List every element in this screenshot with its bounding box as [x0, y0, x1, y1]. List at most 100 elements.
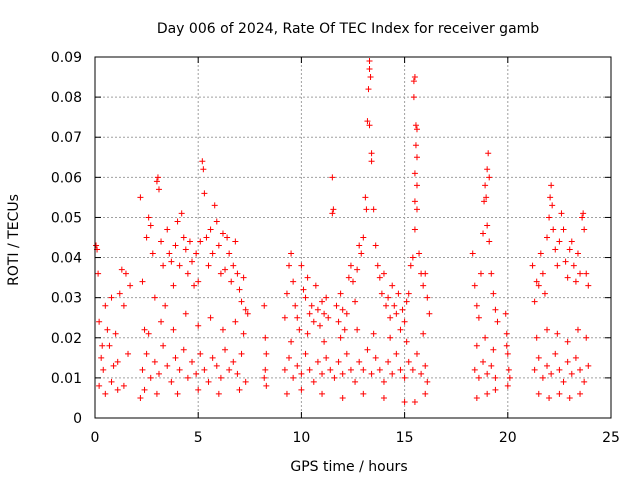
y-tick-label: 0.02	[51, 331, 82, 347]
data-point	[170, 326, 177, 333]
data-point	[333, 302, 340, 309]
data-point	[570, 262, 577, 269]
data-point	[387, 314, 394, 321]
data-point	[339, 394, 346, 401]
data-point	[168, 258, 175, 265]
data-point	[368, 158, 375, 165]
data-point	[420, 330, 427, 337]
data-point	[367, 74, 374, 81]
data-point	[151, 358, 158, 365]
data-point	[401, 318, 408, 325]
data-point	[286, 262, 293, 269]
data-point	[137, 394, 144, 401]
data-point	[411, 198, 418, 205]
data-point	[412, 142, 419, 149]
data-point	[370, 330, 377, 337]
data-point	[533, 278, 540, 285]
data-point	[568, 370, 575, 377]
data-point	[372, 242, 379, 249]
data-point	[170, 282, 177, 289]
data-point	[397, 366, 404, 373]
data-point	[145, 214, 152, 221]
data-point	[372, 354, 379, 361]
data-point	[114, 358, 121, 365]
data-point	[240, 330, 247, 337]
data-point	[143, 350, 150, 357]
data-point	[153, 390, 160, 397]
data-point	[236, 386, 243, 393]
data-point	[393, 350, 400, 357]
x-tick-label: 5	[194, 430, 203, 446]
x-tick-label: 0	[91, 430, 100, 446]
data-point	[422, 270, 429, 277]
data-point	[413, 206, 420, 213]
data-point	[471, 366, 478, 373]
data-point	[219, 230, 226, 237]
y-tick-label: 0.05	[51, 210, 82, 226]
data-point	[182, 246, 189, 253]
data-point	[306, 366, 313, 373]
data-point	[473, 394, 480, 401]
data-point	[413, 182, 420, 189]
data-point	[137, 194, 144, 201]
data-point	[141, 326, 148, 333]
data-point	[330, 206, 337, 213]
data-point	[335, 318, 342, 325]
data-point	[228, 278, 235, 285]
data-point	[314, 358, 321, 365]
data-point	[294, 314, 301, 321]
data-point	[211, 202, 218, 209]
data-point	[108, 294, 115, 301]
data-point	[308, 302, 315, 309]
data-point	[215, 242, 222, 249]
data-point	[337, 334, 344, 341]
data-point	[325, 314, 332, 321]
data-point	[343, 310, 350, 317]
data-point	[413, 154, 420, 161]
data-point	[127, 282, 134, 289]
data-point	[207, 226, 214, 233]
data-point	[232, 318, 239, 325]
data-point	[409, 254, 416, 261]
data-point	[178, 210, 185, 217]
data-point	[286, 354, 293, 361]
data-point	[158, 238, 165, 245]
data-point	[174, 218, 181, 225]
data-point	[350, 278, 356, 285]
data-point	[562, 258, 569, 265]
data-point	[298, 262, 305, 269]
data-point	[473, 342, 480, 349]
data-point	[411, 74, 418, 81]
data-point	[564, 274, 571, 281]
data-point	[345, 274, 352, 281]
data-point	[213, 218, 220, 225]
data-point	[304, 274, 311, 281]
data-point	[294, 362, 301, 369]
x-tick-label: 25	[602, 430, 620, 446]
data-point	[189, 258, 196, 265]
data-point	[416, 250, 423, 257]
data-point	[362, 194, 369, 201]
data-point	[572, 354, 579, 361]
data-point	[108, 378, 115, 385]
data-point	[180, 234, 187, 241]
data-point	[222, 266, 229, 273]
data-point	[263, 382, 270, 389]
data-point	[302, 294, 309, 301]
data-point	[556, 366, 563, 373]
data-point	[147, 374, 154, 381]
data-point	[213, 362, 220, 369]
data-point	[383, 302, 390, 309]
data-point	[96, 382, 103, 389]
data-point	[360, 366, 367, 373]
data-point	[149, 250, 156, 257]
y-tick-label: 0.04	[51, 251, 82, 267]
data-point	[230, 358, 237, 365]
data-point	[420, 282, 427, 289]
data-point	[224, 234, 231, 241]
data-point	[118, 266, 125, 273]
data-point	[426, 310, 433, 317]
data-point	[331, 374, 338, 381]
data-point	[176, 262, 183, 269]
